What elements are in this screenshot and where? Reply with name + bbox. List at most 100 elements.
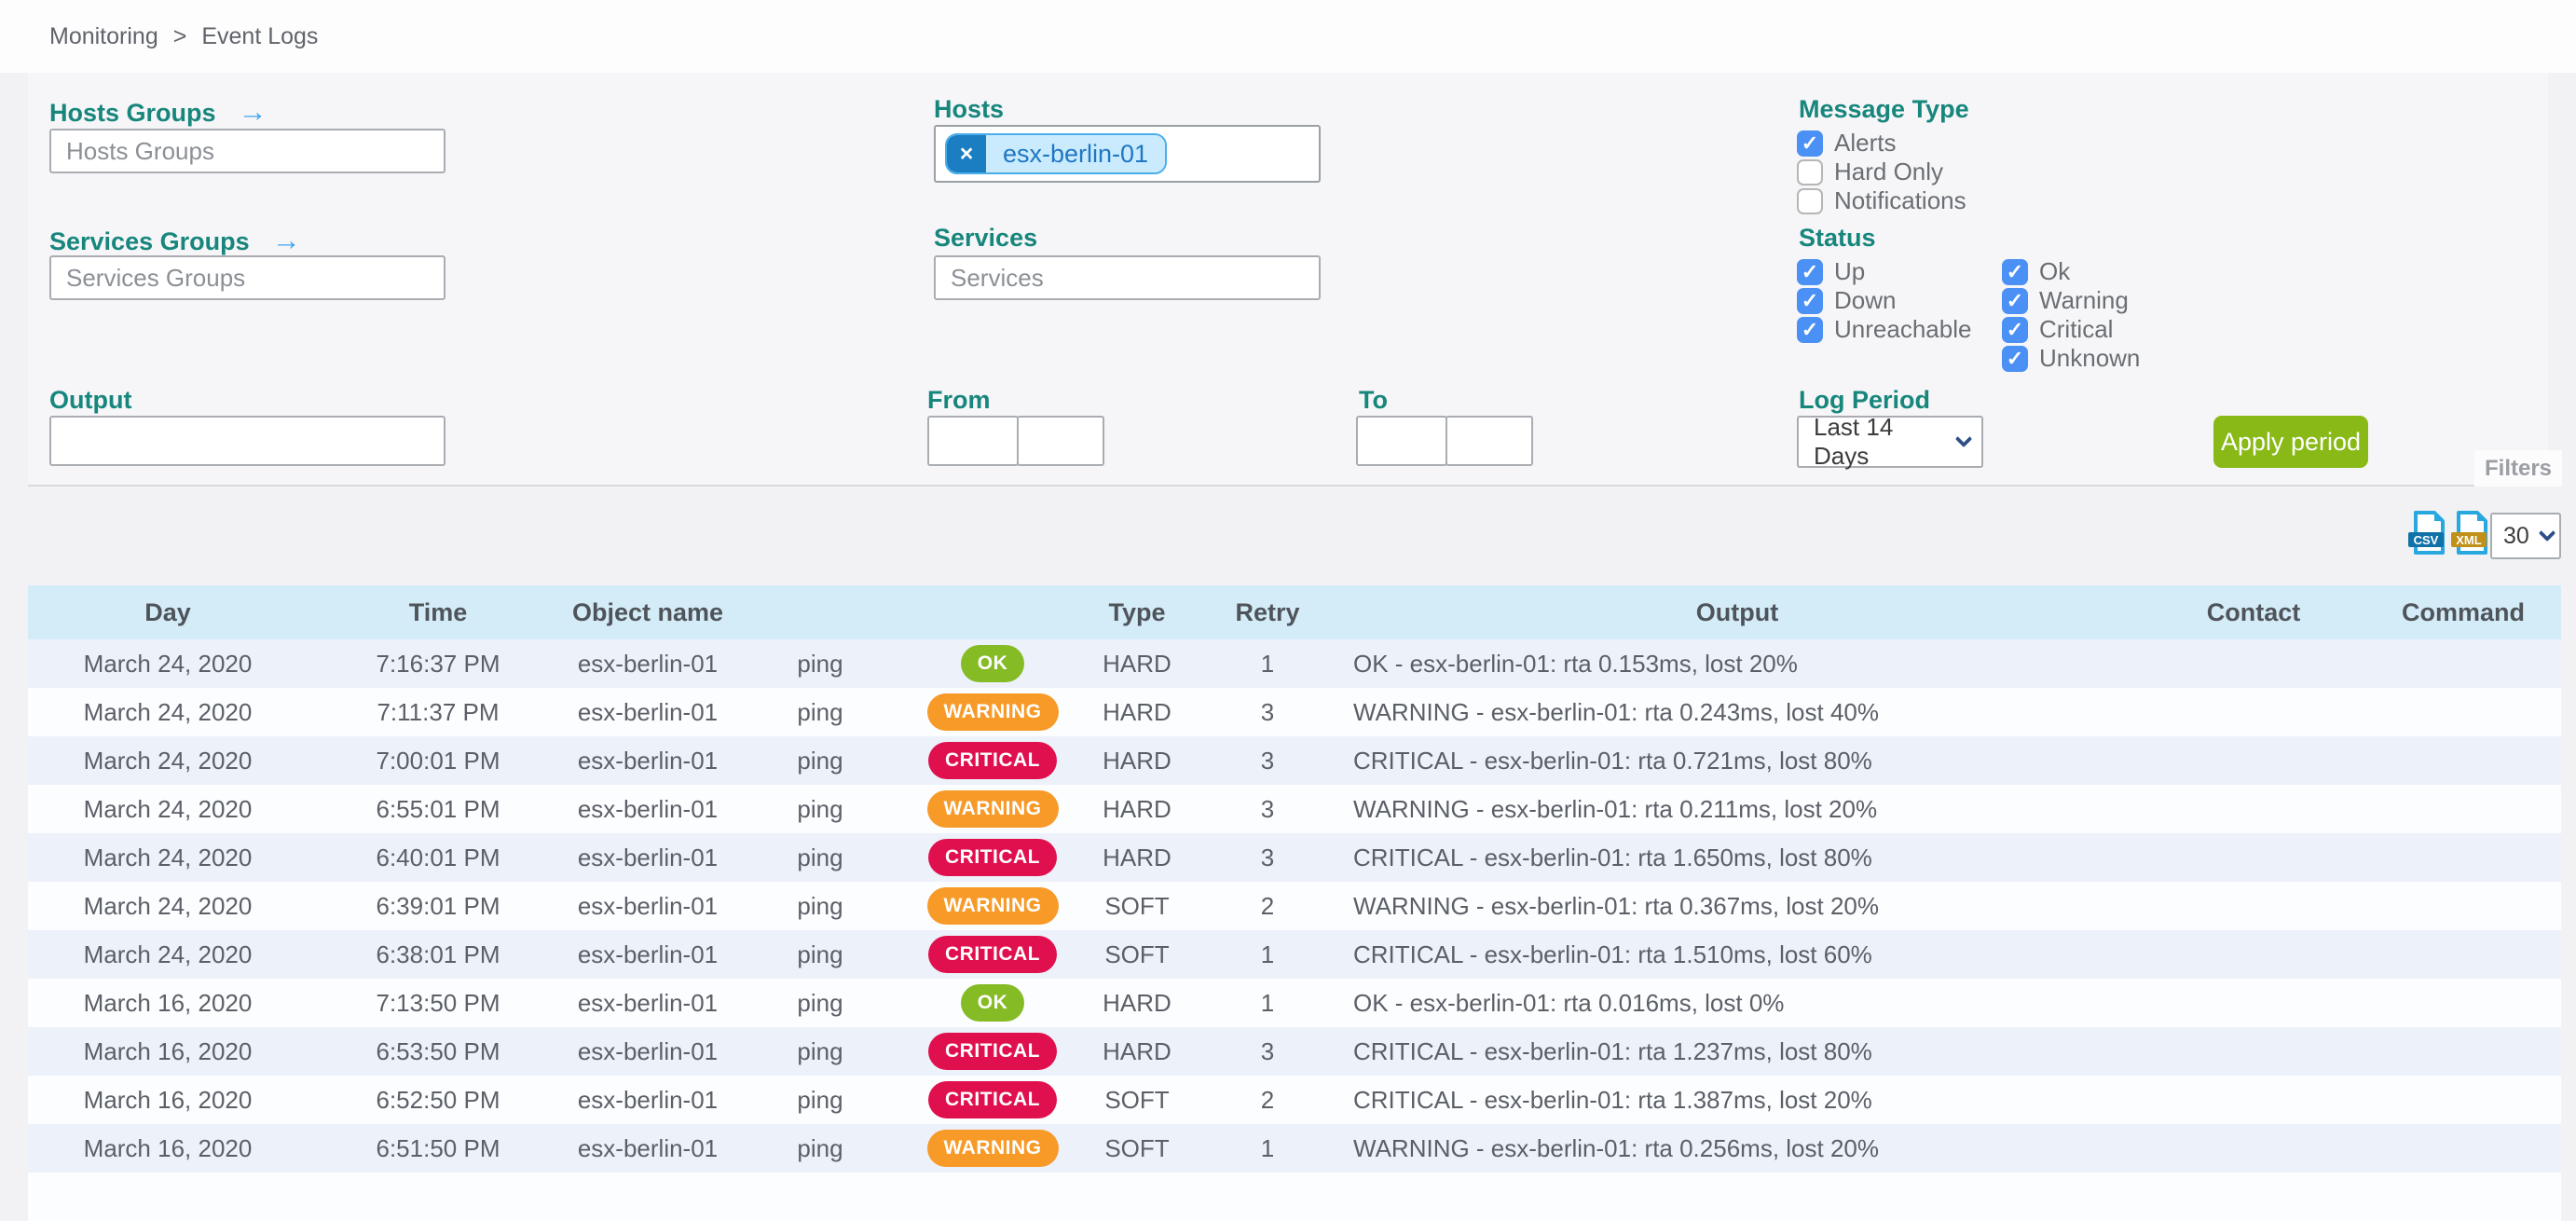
checkbox[interactable] [1797, 316, 1823, 343]
cell-contact [2142, 639, 2365, 688]
csv-icon-text: CSV [2414, 533, 2439, 547]
cell-service[interactable]: ping [797, 697, 843, 726]
output-filter-input[interactable] [49, 416, 445, 466]
cell-command [2365, 736, 2561, 785]
checkbox-option[interactable]: Critical [2002, 315, 2140, 344]
cell-service[interactable]: ping [797, 988, 843, 1017]
checkbox[interactable] [1797, 187, 1823, 214]
checkbox[interactable] [1797, 287, 1823, 314]
checkbox[interactable] [2002, 345, 2028, 372]
cell-object-name[interactable]: esx-berlin-01 [577, 1133, 719, 1162]
cell-output: OK - esx-berlin-01: rta 0.016ms, lost 0% [1353, 988, 1785, 1017]
cell-command [2365, 785, 2561, 833]
cell-service[interactable]: ping [797, 940, 843, 968]
cell-object-name[interactable]: esx-berlin-01 [577, 1085, 719, 1114]
cell-service[interactable]: ping [797, 891, 843, 920]
cell-object-name[interactable]: esx-berlin-01 [577, 649, 719, 678]
cell-command [2365, 1027, 2561, 1076]
cell-object-name[interactable]: esx-berlin-01 [577, 1036, 719, 1065]
status-service-options: Ok Warning Critical Unknown [2002, 257, 2140, 373]
cell-service[interactable]: ping [797, 1133, 843, 1162]
table-row: March 24, 2020 6:40:01 PM esx-berlin-01 … [28, 833, 2561, 882]
filters-tab[interactable]: Filters [2474, 450, 2562, 487]
checkbox-option[interactable]: Down [1797, 286, 1971, 315]
cell-retry: 3 [1260, 1036, 1275, 1065]
page-size-select[interactable]: 30 [2490, 513, 2561, 559]
cell-object-name[interactable]: esx-berlin-01 [577, 794, 719, 823]
cell-service[interactable]: ping [797, 1085, 843, 1114]
cell-output: WARNING - esx-berlin-01: rta 0.367ms, lo… [1353, 891, 1879, 920]
cell-service[interactable]: ping [797, 649, 843, 678]
cell-command [2365, 1124, 2561, 1173]
checkbox-option[interactable]: Up [1797, 257, 1971, 286]
checkbox[interactable] [2002, 287, 2028, 314]
cell-object-name[interactable]: esx-berlin-01 [577, 697, 719, 726]
cell-type: SOFT [1104, 1085, 1170, 1114]
cell-service[interactable]: ping [797, 1036, 843, 1065]
cell-object-name[interactable]: esx-berlin-01 [577, 843, 719, 871]
from-date-input[interactable] [927, 416, 1019, 466]
services-input[interactable] [934, 255, 1321, 300]
checkbox-label: Critical [2039, 315, 2114, 343]
arrow-right-icon[interactable]: → [271, 224, 301, 256]
cell-type: HARD [1103, 843, 1172, 871]
cell-contact [2142, 688, 2365, 736]
to-time-input[interactable] [1446, 416, 1533, 466]
apply-period-button[interactable]: Apply period [2213, 416, 2368, 468]
checkbox-option[interactable]: Unreachable [1797, 315, 1971, 344]
cell-output: WARNING - esx-berlin-01: rta 0.211ms, lo… [1353, 794, 1878, 823]
to-date-input[interactable] [1356, 416, 1447, 466]
cell-service[interactable]: ping [797, 794, 843, 823]
checkbox-label: Up [1834, 257, 1866, 285]
checkbox-label: Ok [2039, 257, 2071, 285]
column-header[interactable] [913, 585, 1072, 639]
cell-retry: 3 [1260, 697, 1275, 726]
table-row: March 24, 2020 7:16:37 PM esx-berlin-01 … [28, 639, 2561, 688]
log-period-select[interactable]: Last 14 Days [1797, 413, 1983, 470]
hosts-groups-input[interactable] [49, 129, 445, 173]
column-header[interactable]: Object name [569, 585, 727, 639]
table-row: March 24, 2020 7:11:37 PM esx-berlin-01 … [28, 688, 2561, 736]
checkbox[interactable] [1797, 158, 1823, 185]
export-csv-icon[interactable]: CSV [2407, 510, 2446, 561]
column-header[interactable]: Type [1072, 585, 1202, 639]
column-header[interactable] [727, 585, 913, 639]
arrow-right-icon[interactable]: → [238, 95, 267, 128]
status-badge: CRITICAL [928, 936, 1057, 973]
cell-time: 7:11:37 PM [377, 697, 500, 726]
checkbox[interactable] [1797, 130, 1823, 157]
cell-status: WARNING [913, 882, 1072, 930]
breadcrumb-item-monitoring[interactable]: Monitoring [49, 22, 158, 49]
cell-service[interactable]: ping [797, 843, 843, 871]
hosts-input[interactable]: × esx-berlin-01 [934, 125, 1321, 183]
cell-contact [2142, 882, 2365, 930]
checkbox-option[interactable]: Alerts [1797, 129, 1966, 158]
checkbox-option[interactable]: Warning [2002, 286, 2140, 315]
checkbox[interactable] [2002, 316, 2028, 343]
column-header[interactable]: Command [2365, 585, 2561, 639]
cell-type: SOFT [1104, 940, 1170, 968]
from-time-input[interactable] [1017, 416, 1104, 466]
cell-object-name[interactable]: esx-berlin-01 [577, 940, 719, 968]
cell-object-name[interactable]: esx-berlin-01 [577, 988, 719, 1017]
column-header[interactable]: Output [1333, 585, 2142, 639]
column-header[interactable]: Contact [2142, 585, 2365, 639]
checkbox[interactable] [2002, 258, 2028, 285]
services-groups-input[interactable] [49, 255, 445, 300]
cell-service[interactable]: ping [797, 746, 843, 775]
export-xml-icon[interactable]: XML [2450, 510, 2489, 561]
table-row: March 24, 2020 6:38:01 PM esx-berlin-01 … [28, 930, 2561, 979]
checkbox[interactable] [1797, 258, 1823, 285]
cell-time: 6:55:01 PM [376, 794, 500, 823]
cell-object-name[interactable]: esx-berlin-01 [577, 891, 719, 920]
checkbox-option[interactable]: Unknown [2002, 344, 2140, 373]
column-header[interactable]: Day [28, 585, 308, 639]
cell-object-name[interactable]: esx-berlin-01 [577, 746, 719, 775]
breadcrumb-item-event-logs[interactable]: Event Logs [201, 22, 319, 49]
checkbox-option[interactable]: Ok [2002, 257, 2140, 286]
column-header[interactable]: Retry [1202, 585, 1333, 639]
column-header[interactable]: Time [308, 585, 569, 639]
chip-remove-icon[interactable]: × [947, 135, 986, 172]
checkbox-option[interactable]: Hard Only [1797, 158, 1966, 186]
checkbox-option[interactable]: Notifications [1797, 186, 1966, 215]
